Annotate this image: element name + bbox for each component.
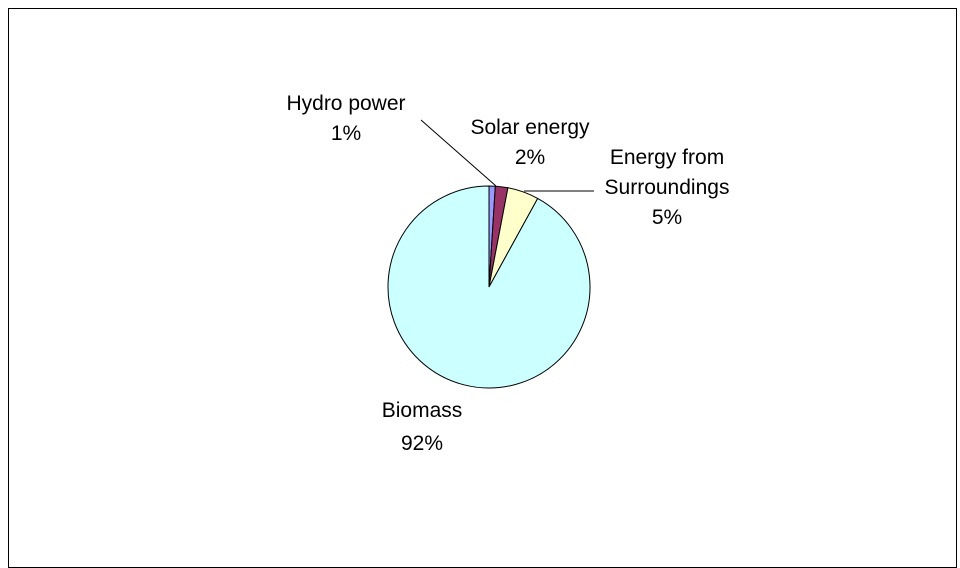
chart-frame: Hydro power 1% Solar energy 2% Energy fr… <box>8 8 957 568</box>
label-surroundings-pct: 5% <box>652 206 682 229</box>
label-surroundings-line2: Surroundings <box>605 176 730 199</box>
label-hydro-name: Hydro power <box>286 92 405 115</box>
slice-labels: Hydro power 1% Solar energy 2% Energy fr… <box>286 92 729 455</box>
leader-lines <box>420 119 594 192</box>
label-solar-name: Solar energy <box>470 116 590 139</box>
label-surroundings-line1: Energy from <box>610 146 724 169</box>
label-hydro-pct: 1% <box>331 122 361 145</box>
label-solar-pct: 2% <box>515 146 545 169</box>
leader-line-hydro <box>420 119 497 187</box>
pie-chart: Hydro power 1% Solar energy 2% Energy fr… <box>286 92 729 455</box>
label-biomass-pct: 92% <box>401 432 443 455</box>
pie-slices <box>387 185 591 389</box>
label-biomass-name: Biomass <box>382 399 463 422</box>
slice-biomass <box>387 185 591 389</box>
